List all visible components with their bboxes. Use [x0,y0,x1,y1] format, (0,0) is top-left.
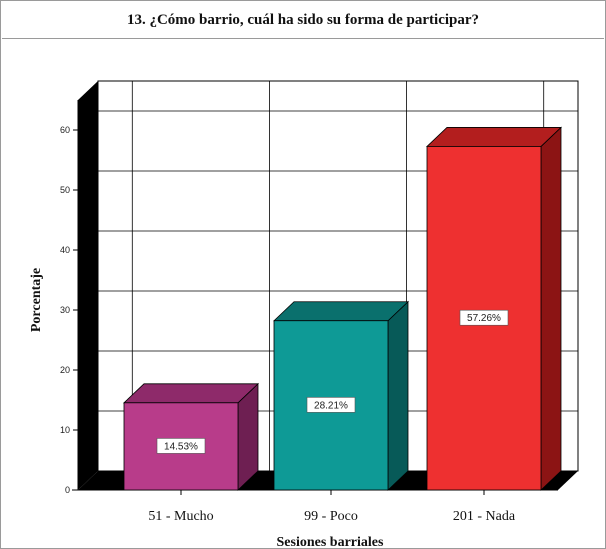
title-bar: 13. ¿Cómo barrio, cuál ha sido su forma … [2,2,604,39]
bar-1: 14.53% [122,382,260,491]
data-label-box [306,397,356,413]
data-label: 57.26% [467,313,501,324]
bar-top [122,383,260,404]
y-tick-label: 10 [60,425,70,435]
data-label-box [459,309,509,326]
x-category-label: 51 - Mucho [148,509,213,524]
bar-3: 57.26% [425,126,563,491]
data-label: 28.21% [314,400,348,411]
x-category-label: 99 - Poco [304,509,358,524]
bars: 14.53% 28.21% 57.26% [122,126,563,491]
y-tick-label: 20 [60,365,70,375]
x-category-label: 201 - Nada [453,509,516,524]
bar-top [272,301,410,322]
chart-title: 13. ¿Cómo barrio, cuál ha sido su forma … [126,12,480,28]
plot-left-wall [78,81,98,490]
y-tick-label: 60 [60,125,70,135]
y-tick-label: 0 [65,485,70,495]
data-label-box [156,438,206,454]
y-tick-label: 30 [60,305,70,315]
y-axis-title: Porcentaje [29,268,44,332]
bar-top [425,127,563,147]
left-wall-shape [78,81,98,490]
bar-2: 28.21% [272,300,410,491]
y-tick-label: 40 [60,245,70,255]
x-axis-title: Sesiones barriales [277,535,384,549]
bar-side [387,300,409,491]
data-label: 14.53% [164,441,198,452]
x-axis-categories: 51 - Mucho 99 - Poco 201 - Nada [148,490,516,524]
y-axis-ticks: 0 10 20 30 40 50 60 [60,125,78,495]
y-tick-label: 50 [60,185,70,195]
bar-side [540,126,562,491]
